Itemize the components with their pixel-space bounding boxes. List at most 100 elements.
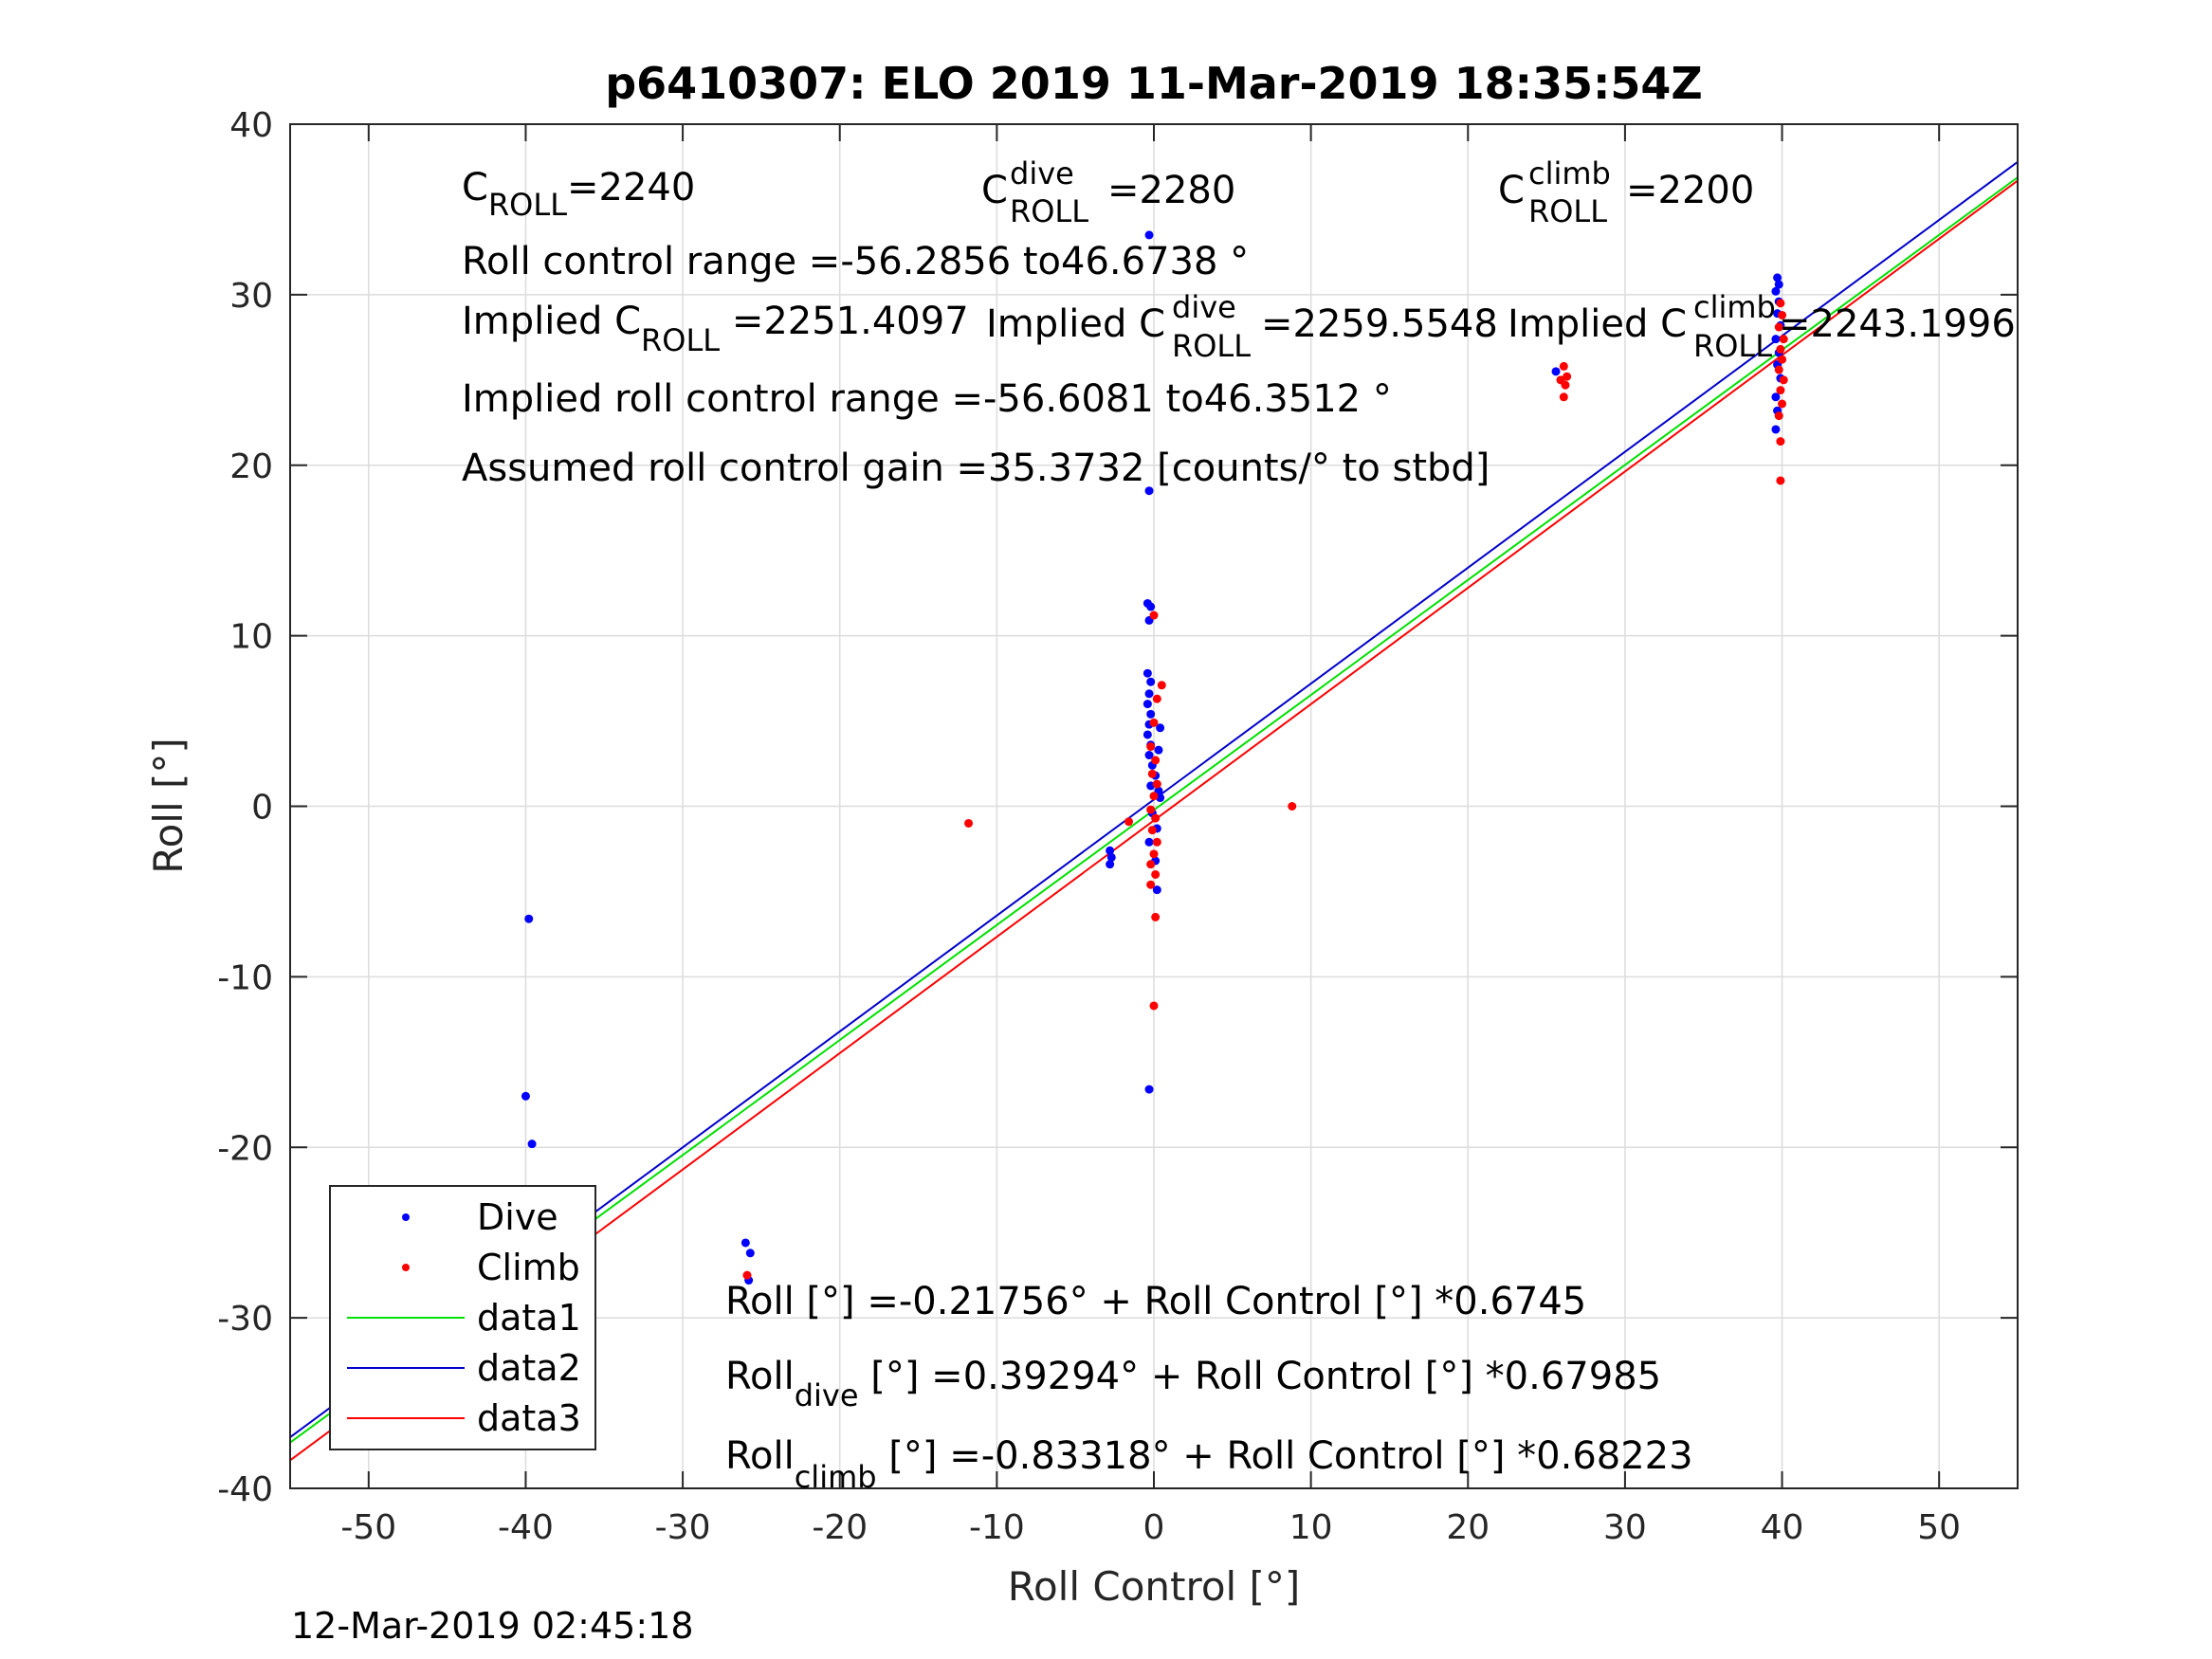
c-roll-dive-sub: ROLL xyxy=(1010,193,1088,229)
point-dive xyxy=(1144,230,1154,240)
point-climb xyxy=(1776,344,1785,354)
point-climb xyxy=(1147,826,1157,835)
x-tick-label: -50 xyxy=(340,1508,396,1547)
point-climb xyxy=(1152,837,1161,847)
point-dive xyxy=(1146,677,1156,686)
point-dive xyxy=(1143,730,1152,739)
point-climb xyxy=(742,1270,752,1280)
implied-c-roll-base: Implied C xyxy=(462,300,641,343)
axis-ticks xyxy=(290,123,2018,1489)
fit-dive-annotation: Rolldive [°] =0.39294° + Roll Control [°… xyxy=(725,1355,1661,1413)
point-climb xyxy=(1774,365,1783,374)
point-dive xyxy=(1154,745,1163,755)
point-dive xyxy=(1771,286,1781,296)
fit-climb-sub: climb xyxy=(795,1459,877,1495)
c-roll-dive-sup: dive xyxy=(1010,155,1074,191)
implied-c-roll-dive-sub: ROLL xyxy=(1172,328,1251,364)
point-climb xyxy=(1149,792,1159,801)
y-axis-title: Roll [°] xyxy=(145,738,192,873)
c-roll-dive-base: C xyxy=(981,169,1008,212)
point-dive xyxy=(1156,723,1165,733)
point-dive xyxy=(1771,335,1781,344)
point-dive xyxy=(1773,273,1782,283)
point-dive xyxy=(1146,602,1156,611)
point-dive xyxy=(1143,700,1152,709)
c-roll-dive-annotation: C xyxy=(981,169,1008,212)
implied-c-roll-dive-sup: dive xyxy=(1172,289,1236,325)
point-climb xyxy=(1776,386,1785,395)
x-tick-label: 30 xyxy=(1603,1508,1647,1547)
point-dive xyxy=(1771,392,1781,402)
x-tick-label: 10 xyxy=(1289,1508,1333,1547)
chart-title: p6410307: ELO 2019 11-Mar-2019 18:35:54Z xyxy=(605,58,1703,109)
point-dive xyxy=(1144,689,1154,699)
fit-all-base: Roll xyxy=(725,1280,795,1323)
y-tick-label: 40 xyxy=(229,106,273,145)
point-climb xyxy=(1776,299,1785,308)
legend-dive-marker xyxy=(402,1213,410,1221)
x-tick-labels: -50 -40 -30 -20 -10 0 10 20 30 40 50 xyxy=(340,1508,1961,1547)
implied-c-roll-dive-value: =2259.5548 xyxy=(1261,302,1498,346)
legend-data2-label: data2 xyxy=(477,1347,581,1389)
x-tick-label: -30 xyxy=(655,1508,711,1547)
point-dive xyxy=(1144,837,1154,847)
point-dive xyxy=(1144,1085,1154,1094)
legend-dive-label: Dive xyxy=(477,1196,558,1238)
point-climb xyxy=(1149,849,1159,859)
fit-climb-annotation: Rollclimb [°] =-0.83318° + Roll Control … xyxy=(725,1434,1693,1495)
x-tick-label: -10 xyxy=(969,1508,1025,1547)
point-climb xyxy=(1563,372,1572,381)
point-dive xyxy=(1106,846,1115,855)
x-tick-label: -40 xyxy=(498,1508,554,1547)
point-climb xyxy=(1778,310,1787,319)
point-climb xyxy=(1147,769,1157,778)
point-dive xyxy=(1774,280,1783,289)
x-tick-label: 40 xyxy=(1761,1508,1804,1547)
y-tick-label: 20 xyxy=(229,447,273,486)
y-tick-label: 0 xyxy=(251,789,273,828)
point-climb xyxy=(1151,756,1161,765)
point-climb xyxy=(1149,611,1159,620)
point-climb xyxy=(1559,361,1568,371)
y-tick-label: -40 xyxy=(217,1470,273,1509)
c-roll-annotation: CROLL=2240 xyxy=(462,166,695,223)
implied-c-roll-climb-sub: ROLL xyxy=(1693,328,1772,364)
assumed-gain-annotation: Assumed roll control gain =35.3732 [coun… xyxy=(462,447,1490,490)
point-dive xyxy=(527,1139,537,1149)
implied-c-roll-climb-base: Implied C xyxy=(1508,302,1687,346)
point-climb xyxy=(1559,392,1568,402)
point-climb xyxy=(1774,322,1783,332)
legend-data3-label: data3 xyxy=(477,1397,581,1439)
y-tick-labels: -40 -30 -20 -10 0 10 20 30 40 xyxy=(217,106,273,1509)
y-tick-label: -10 xyxy=(217,958,273,997)
point-climb xyxy=(1151,869,1161,879)
c-roll-climb-value: =2200 xyxy=(1626,169,1754,212)
point-dive xyxy=(740,1238,750,1248)
point-climb xyxy=(1561,380,1570,390)
point-climb xyxy=(1779,375,1788,385)
point-dive xyxy=(524,914,534,923)
point-climb xyxy=(1776,437,1785,447)
y-tick-label: 10 xyxy=(229,618,273,657)
implied-range-annotation: Implied roll control range =-56.6081 to4… xyxy=(462,377,1392,421)
y-tick-label: 30 xyxy=(229,277,273,316)
implied-c-roll-sub: ROLL xyxy=(641,322,720,358)
point-dive xyxy=(1152,885,1161,895)
point-dive xyxy=(1771,425,1781,434)
c-roll-climb-annotation: C xyxy=(1498,169,1525,212)
fit-dive-rest: [°] =0.39294° + Roll Control [°] *0.6798… xyxy=(859,1355,1662,1398)
timestamp-footer: 12-Mar-2019 02:45:18 xyxy=(291,1605,694,1647)
point-climb xyxy=(1152,694,1161,703)
fit-dive-sub: dive xyxy=(795,1377,859,1413)
point-dive xyxy=(1106,852,1116,862)
point-climb xyxy=(1146,742,1156,752)
point-dive xyxy=(1144,486,1154,496)
x-tick-label: 50 xyxy=(1917,1508,1961,1547)
point-climb xyxy=(1149,1001,1159,1011)
point-climb xyxy=(1151,813,1161,823)
point-climb xyxy=(964,818,974,828)
roll-control-range-annotation: Roll control range =-56.2856 to46.6738 ° xyxy=(462,240,1249,283)
c-roll-sub: ROLL xyxy=(488,187,567,223)
c-roll-climb-sub: ROLL xyxy=(1528,193,1607,229)
